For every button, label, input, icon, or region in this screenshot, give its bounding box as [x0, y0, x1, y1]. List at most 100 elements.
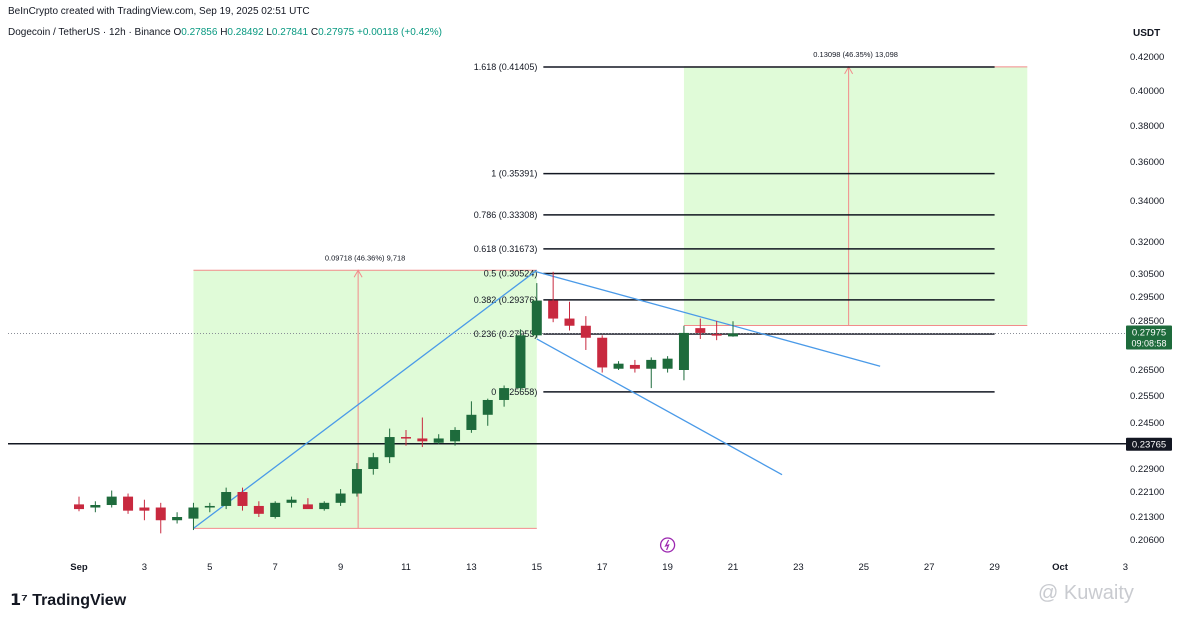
candle-body-21	[417, 438, 428, 442]
symbol-name[interactable]: Dogecoin / TetherUS · 12h · Binance	[8, 27, 171, 38]
y-tick-label-12: 0.22900	[1130, 464, 1164, 475]
candle-body-37	[678, 332, 689, 370]
candle-body-27	[515, 335, 526, 389]
candle-body-28	[531, 300, 542, 336]
x-tick-label-10: 21	[728, 562, 739, 573]
candle-body-33	[613, 363, 624, 369]
candle-body-19	[384, 437, 395, 458]
candle-body-39	[711, 334, 722, 336]
fib-level-label-4: 0.5 (0.30524)	[484, 268, 538, 278]
candle-body-30	[564, 318, 575, 326]
support-price-tag	[1126, 437, 1172, 451]
y-tick-label-10: 0.25500	[1130, 391, 1164, 402]
fib-level-label-5: 0.382 (0.29376)	[474, 295, 538, 305]
close-value: 0.27975	[318, 27, 355, 38]
symbol-info-bar: Dogecoin / TetherUS · 12h · Binance O0.2…	[8, 27, 442, 38]
y-tick-label-1: 0.40000	[1130, 86, 1164, 97]
candle-body-7	[188, 507, 199, 519]
candle-body-10	[237, 492, 248, 506]
candle-body-1	[90, 505, 101, 508]
y-tick-label-13: 0.22100	[1130, 487, 1164, 498]
candle-body-40	[728, 333, 738, 337]
open-label: O	[173, 27, 182, 38]
channel-line-2	[536, 338, 783, 476]
candle-body-11	[253, 505, 264, 514]
candle-body-36	[662, 358, 673, 369]
candle-body-23	[450, 429, 461, 442]
measure-label-0: 0.09718 (46.36%) 9,718	[325, 253, 405, 262]
change-value: +0.00118 (+0.42%)	[357, 27, 442, 38]
current-price-tag-countdown: 09:08:58	[1131, 339, 1166, 349]
candle-body-22	[433, 438, 444, 443]
currency-label: USDT	[1133, 28, 1161, 39]
tradingview-logo-text: TradingView	[32, 592, 127, 609]
candle-body-5	[155, 507, 166, 521]
x-tick-label-3: 7	[273, 562, 278, 573]
candle-body-17	[351, 469, 362, 494]
candle-body-16	[335, 493, 346, 503]
candle-body-12	[270, 502, 281, 517]
fib-level-label-2: 0.786 (0.33308)	[474, 210, 538, 220]
current-price-tag	[1126, 325, 1172, 350]
candle-body-2	[106, 496, 117, 506]
measure-label-1: 0.13098 (46.35%) 13,098	[813, 50, 898, 59]
measure-arrowhead-0	[353, 269, 363, 278]
x-tick-label-5: 11	[401, 562, 411, 573]
candle-body-18	[368, 457, 379, 469]
y-tick-label-7: 0.29500	[1130, 292, 1164, 303]
candle-body-13	[286, 499, 297, 503]
tradingview-logo[interactable]: 𝟭⁷ TradingView	[10, 590, 126, 610]
y-tick-label-5: 0.32000	[1130, 237, 1164, 248]
channel-line-0	[193, 269, 538, 529]
candle-body-15	[319, 502, 330, 510]
candle-body-0	[74, 504, 84, 510]
candle-body-32	[597, 337, 608, 368]
x-tick-label-14: 29	[989, 562, 1000, 573]
y-tick-label-2: 0.38000	[1130, 121, 1164, 132]
x-tick-label-1: 3	[142, 562, 147, 573]
chart-credit: BeInCrypto created with TradingView.com,…	[8, 6, 310, 17]
candle-body-34	[629, 364, 640, 369]
current-price-tag-value: 0.27975	[1132, 328, 1166, 339]
close-label: C	[310, 27, 319, 38]
candle-body-35	[646, 359, 657, 369]
y-tick-label-14: 0.21300	[1130, 512, 1164, 523]
candle-body-31	[580, 325, 591, 338]
x-tick-label-13: 27	[924, 562, 935, 573]
low-label: L	[266, 27, 272, 38]
candle-body-38	[695, 328, 706, 333]
x-tick-label-8: 17	[597, 562, 608, 573]
lightning-icon	[664, 539, 670, 551]
y-tick-label-11: 0.24500	[1130, 418, 1164, 429]
x-tick-label-15: Oct	[1052, 562, 1069, 573]
x-tick-label-6: 13	[466, 562, 477, 573]
channel-line-1	[536, 271, 881, 367]
y-tick-label-0: 0.42000	[1130, 52, 1164, 63]
candle-body-6	[172, 517, 183, 521]
fib-level-label-7: 0 (0.25658)	[491, 387, 537, 397]
x-tick-label-7: 15	[532, 562, 543, 573]
x-tick-label-0: Sep	[70, 562, 88, 573]
fib-level-label-0: 1.618 (0.41405)	[474, 62, 538, 72]
y-tick-label-9: 0.26500	[1130, 365, 1164, 376]
candle-body-29	[548, 300, 559, 319]
high-label: H	[220, 27, 228, 38]
high-value: 0.28492	[227, 27, 264, 38]
author-watermark: @ Kuwaity	[1038, 582, 1134, 604]
low-value: 0.27841	[271, 27, 309, 38]
y-tick-label-4: 0.34000	[1130, 196, 1164, 207]
y-tick-label-15: 0.20600	[1130, 535, 1164, 546]
x-tick-label-12: 25	[859, 562, 870, 573]
y-tick-label-3: 0.36000	[1130, 157, 1164, 168]
candle-body-25	[482, 399, 493, 415]
candle-body-9	[221, 492, 232, 506]
y-tick-label-6: 0.30500	[1130, 269, 1164, 280]
candle-body-8	[204, 505, 215, 508]
candle-body-20	[401, 437, 411, 439]
fib-level-label-3: 0.618 (0.31673)	[474, 244, 538, 254]
candle-body-24	[466, 414, 477, 430]
y-tick-label-8: 0.28500	[1130, 316, 1164, 327]
tradingview-logo-icon: 𝟭⁷	[10, 592, 28, 609]
open-value: 0.27856	[181, 27, 218, 38]
